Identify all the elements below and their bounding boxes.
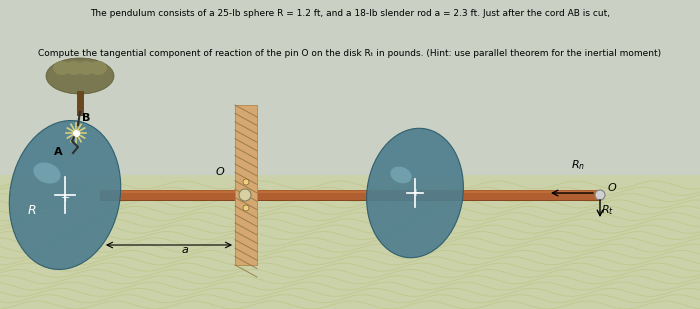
Text: O: O xyxy=(608,183,617,193)
Text: O: O xyxy=(216,167,225,177)
Ellipse shape xyxy=(9,121,120,269)
Circle shape xyxy=(243,205,249,211)
Text: $R_n$: $R_n$ xyxy=(571,158,585,172)
FancyBboxPatch shape xyxy=(0,0,700,175)
Ellipse shape xyxy=(65,61,83,75)
Ellipse shape xyxy=(46,58,114,94)
Text: $R_t$: $R_t$ xyxy=(601,203,615,217)
Text: +: + xyxy=(411,188,419,198)
Ellipse shape xyxy=(53,61,71,75)
Text: a: a xyxy=(181,245,188,255)
Ellipse shape xyxy=(34,163,61,184)
FancyBboxPatch shape xyxy=(235,105,257,265)
Text: B: B xyxy=(82,113,90,123)
Ellipse shape xyxy=(77,61,95,75)
Circle shape xyxy=(239,189,251,201)
Text: Compute the tangential component of reaction of the pin O on the disk Rₜ in poun: Compute the tangential component of reac… xyxy=(38,49,661,58)
Circle shape xyxy=(595,190,605,200)
FancyBboxPatch shape xyxy=(100,190,600,200)
Text: +: + xyxy=(60,193,70,203)
Text: R: R xyxy=(28,204,36,217)
Text: The pendulum consists of a 25-lb sphere R = 1.2 ft, and a 18-lb slender rod a = : The pendulum consists of a 25-lb sphere … xyxy=(90,9,610,18)
FancyBboxPatch shape xyxy=(100,190,600,193)
Ellipse shape xyxy=(89,61,107,75)
Ellipse shape xyxy=(391,167,412,184)
Ellipse shape xyxy=(367,128,463,258)
FancyBboxPatch shape xyxy=(0,175,700,309)
Text: A: A xyxy=(54,147,62,157)
Circle shape xyxy=(243,179,249,185)
Circle shape xyxy=(243,192,249,198)
